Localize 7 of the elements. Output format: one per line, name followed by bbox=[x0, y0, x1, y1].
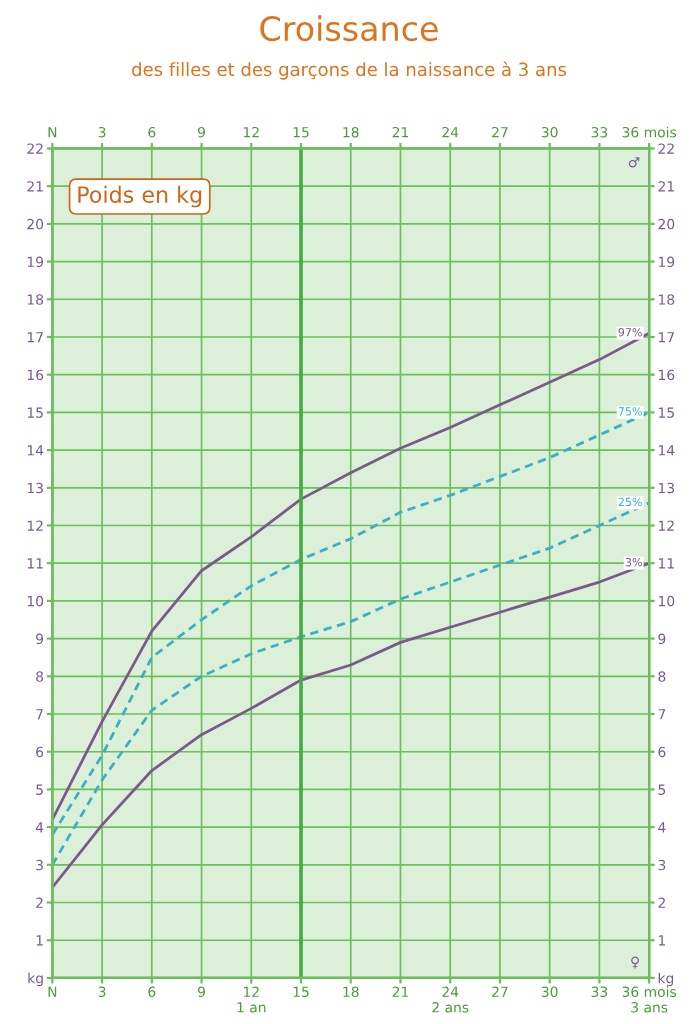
chart-subtitle: des filles et des garçons de la naissance à 3 ans bbox=[132, 61, 567, 80]
line-series bbox=[52, 331, 650, 821]
annotation: Poids en kg bbox=[78, 185, 202, 208]
line-series bbox=[52, 561, 650, 889]
chart-title: Croissance bbox=[260, 15, 438, 42]
line-series bbox=[52, 411, 650, 837]
line-series bbox=[52, 501, 650, 867]
